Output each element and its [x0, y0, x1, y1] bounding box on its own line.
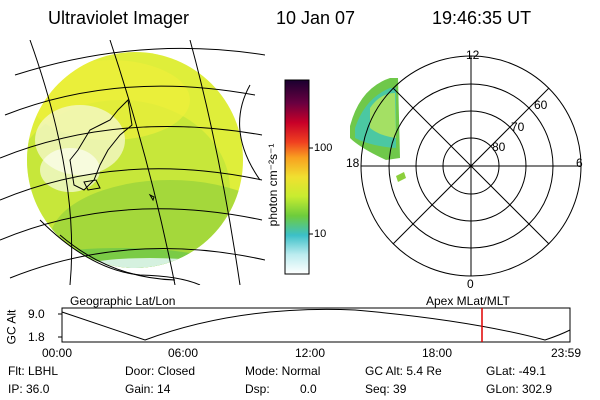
geographic-image — [0, 40, 265, 285]
colorbar-unit-label: photon cm⁻²s⁻¹ — [266, 143, 280, 227]
polar-grid — [360, 55, 582, 277]
lat-label-70: 70 — [511, 120, 525, 134]
x-tick-1800: 18:00 — [422, 346, 453, 360]
colorbar-gradient — [284, 79, 310, 275]
info-gc-alt: GC Alt: 5.4 Re — [365, 364, 442, 378]
info-gain: Gain: 14 — [125, 382, 171, 396]
info-glat: GLat: -49.1 — [486, 364, 547, 378]
time-label: 19:46:35 UT — [432, 8, 532, 28]
lat-label-60: 60 — [534, 98, 548, 112]
info-dsp-value: 0.0 — [300, 382, 317, 396]
altitude-plot — [58, 307, 571, 343]
x-tick-0600: 06:00 — [168, 346, 199, 360]
info-mode: Mode: Normal — [245, 364, 321, 378]
info-door: Door: Closed — [125, 364, 196, 378]
polar-aurora — [350, 78, 406, 182]
altitude-y-bottom: 1.8 — [28, 330, 45, 344]
geographic-label: Geographic Lat/Lon — [70, 294, 176, 308]
mlt-label-12: 12 — [466, 48, 480, 62]
colorbar-tick-10: 10 — [314, 228, 327, 240]
graticule-lines — [0, 40, 265, 285]
x-tick-2359: 23:59 — [551, 346, 582, 360]
altitude-axis-label: GC Alt — [4, 309, 19, 345]
altitude-plot-frame — [61, 307, 571, 343]
colorbar — [284, 79, 313, 275]
info-ip: IP: 36.0 — [8, 382, 50, 396]
altitude-y-top: 9.0 — [28, 307, 45, 321]
info-dsp-label: Dsp: — [245, 382, 270, 396]
app-title: Ultraviolet Imager — [48, 8, 190, 28]
colorbar-tick-100: 100 — [314, 142, 333, 154]
x-tick-0000: 00:00 — [42, 346, 73, 360]
info-flt: Flt: LBHL — [8, 364, 59, 378]
altitude-curve — [61, 308, 571, 341]
mlt-label-0: 0 — [467, 277, 474, 291]
x-tick-1200: 12:00 — [295, 346, 326, 360]
mlt-label-18: 18 — [346, 156, 360, 170]
lat-label-80: 80 — [492, 140, 506, 154]
info-seq: Seq: 39 — [365, 382, 407, 396]
polar-plot — [350, 55, 582, 277]
apex-label: Apex MLat/MLT — [426, 294, 510, 308]
coastline — [39, 98, 201, 285]
info-glon: GLon: 302.9 — [486, 382, 553, 396]
mlt-label-6: 6 — [576, 156, 583, 170]
date-label: 10 Jan 07 — [276, 8, 356, 28]
